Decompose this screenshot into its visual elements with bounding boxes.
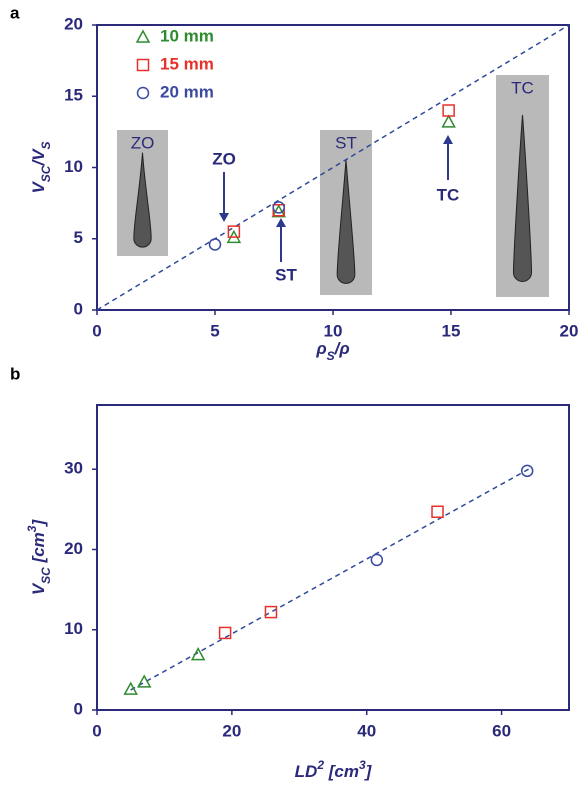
panel-label: b	[10, 364, 20, 383]
point	[264, 605, 278, 619]
x-tick-label: 0	[92, 321, 101, 340]
point	[370, 553, 384, 567]
y-tick-label: 10	[64, 157, 83, 176]
legend-label: 10 mm	[160, 26, 214, 45]
y-tick-label: 15	[64, 86, 83, 105]
y-axis-label-part: V	[29, 582, 48, 595]
arrow-head	[276, 218, 286, 227]
y-tick-label: 10	[64, 619, 83, 638]
y-axis-label: VSC [cm3]	[25, 519, 53, 596]
photo-label: ST	[335, 133, 357, 152]
y-tick-label: 0	[74, 699, 83, 718]
panel-label: a	[10, 3, 20, 22]
y-tick-label: 5	[74, 228, 83, 247]
x-tick-label: 20	[222, 721, 241, 740]
y-tick-label: 0	[74, 299, 83, 318]
x-tick-label: 40	[357, 721, 376, 740]
annotation: TC	[437, 185, 460, 204]
x-axis-label-part: 3	[359, 758, 366, 772]
y-axis-label-part: /V	[29, 148, 48, 167]
x-tick-label: 0	[92, 721, 101, 740]
arrow-head	[443, 135, 453, 144]
legend-marker	[136, 58, 150, 72]
x-axis-label-part: /ρ	[334, 339, 350, 358]
drop	[336, 159, 356, 284]
y-tick-label: 20	[64, 14, 83, 33]
x-axis-label-part: ρ	[315, 339, 326, 358]
point	[442, 104, 455, 117]
x-tick-label: 15	[442, 321, 461, 340]
legend-marker	[136, 86, 150, 100]
drop	[133, 152, 152, 248]
x-axis-label-part: ]	[364, 762, 373, 781]
point	[520, 464, 534, 478]
point	[441, 114, 456, 128]
y-tick-label: 20	[64, 539, 83, 558]
legend-marker	[135, 29, 151, 43]
x-axis-label: ρS/ρ	[315, 339, 349, 363]
point	[272, 201, 285, 214]
y-axis-label: VSC/VS	[29, 141, 53, 193]
x-axis-label: LD2 [cm3]	[295, 758, 373, 781]
y-axis-label-part: V	[29, 181, 48, 194]
x-tick-label: 20	[560, 321, 579, 340]
y-axis-label-part: S	[39, 141, 53, 149]
x-tick-label: 5	[210, 321, 219, 340]
point	[218, 626, 232, 640]
fit-line	[130, 468, 529, 691]
drop	[512, 114, 533, 282]
y-axis-label-part: 3	[25, 525, 39, 532]
x-axis-label-part: 2	[316, 758, 324, 772]
x-axis-label-part: LD	[295, 762, 318, 781]
photo-label: TC	[511, 78, 534, 97]
y-axis-label-part: SC	[39, 567, 53, 584]
point	[190, 647, 206, 661]
x-tick-label: 60	[492, 721, 511, 740]
point	[208, 238, 222, 251]
annotation: ST	[275, 265, 297, 284]
legend-label: 20 mm	[160, 82, 214, 101]
point	[431, 505, 444, 518]
y-tick-label: 30	[64, 459, 83, 478]
annotation: ZO	[212, 149, 236, 168]
legend-label: 15 mm	[160, 54, 214, 73]
point	[136, 674, 152, 688]
x-tick-label: 10	[324, 321, 343, 340]
arrow-head	[219, 213, 229, 222]
plot-frame	[96, 404, 570, 711]
y-axis-label-part: SC	[39, 165, 53, 182]
point	[227, 225, 241, 238]
y-axis-label-part: ]	[29, 519, 48, 528]
x-axis-label-part: S	[327, 349, 335, 363]
point	[123, 681, 138, 695]
y-axis-label-part: [cm	[29, 532, 48, 567]
photo-label: ZO	[131, 133, 155, 152]
fit-line	[96, 24, 570, 311]
x-axis-label-part: [cm	[324, 762, 359, 781]
